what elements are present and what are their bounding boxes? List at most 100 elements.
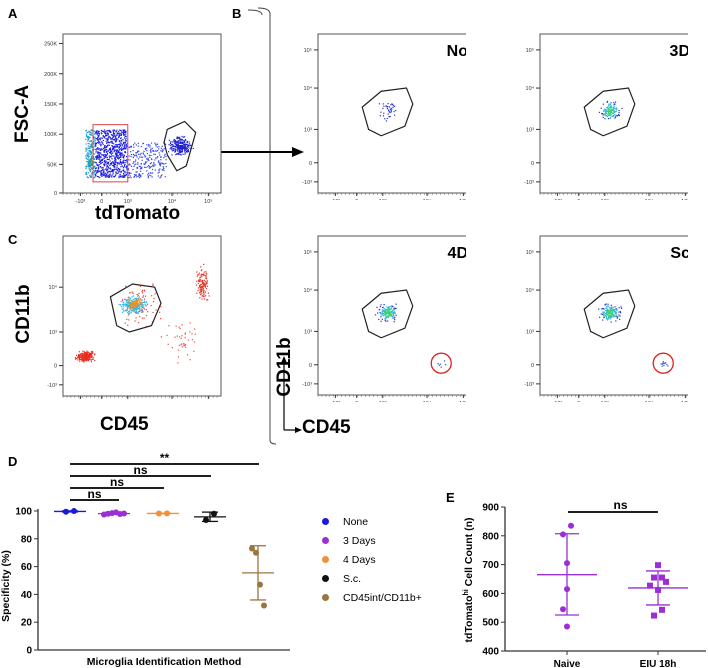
- event-dot: [186, 354, 189, 356]
- event-dot: [87, 158, 89, 161]
- event-dot: [131, 296, 133, 298]
- event-dot: [614, 107, 616, 109]
- event-dot: [132, 162, 134, 165]
- event-dot: [608, 315, 610, 317]
- event-dot: [608, 108, 610, 110]
- event-dot: [188, 143, 191, 145]
- event-dot: [614, 313, 616, 315]
- event-dot: [115, 153, 118, 155]
- event-dot: [104, 151, 106, 153]
- event-dot: [129, 312, 131, 314]
- event-dot: [105, 145, 108, 148]
- event-dot: [116, 156, 119, 159]
- event-dot: [98, 130, 100, 133]
- event-dot: [188, 145, 190, 147]
- event-dot: [184, 153, 186, 155]
- event-dot: [616, 115, 618, 117]
- y-tick-label: -10³: [302, 180, 312, 186]
- x-tick-label: 10⁴: [423, 400, 432, 402]
- event-dot: [106, 132, 108, 135]
- event-dot: [159, 177, 161, 179]
- event-dot: [162, 165, 164, 168]
- event-dot: [612, 108, 614, 111]
- event-dot: [115, 153, 117, 155]
- event-dot: [385, 309, 387, 311]
- event-dot: [88, 155, 90, 158]
- event-dot: [613, 105, 615, 107]
- event-dot: [610, 111, 612, 113]
- event-dot: [383, 307, 385, 310]
- event-dot: [387, 312, 389, 315]
- event-dot: [134, 298, 136, 300]
- event-dot: [91, 163, 93, 165]
- event-dot: [95, 145, 97, 147]
- event-dot: [151, 176, 153, 178]
- event-dot: [91, 162, 93, 164]
- event-dot: [89, 166, 91, 168]
- event-dot: [93, 171, 95, 174]
- event-dot: [663, 362, 665, 365]
- event-dot: [381, 310, 383, 312]
- event-dot: [110, 164, 112, 166]
- event-dot: [205, 295, 207, 297]
- event-dot: [122, 149, 124, 151]
- event-dot: [161, 145, 163, 147]
- event-dot: [125, 137, 127, 139]
- event-dot: [201, 289, 203, 291]
- event-dot: [95, 137, 97, 140]
- event-dot: [133, 307, 135, 310]
- event-dot: [160, 156, 162, 158]
- event-dot: [142, 305, 144, 307]
- event-dot: [86, 358, 88, 361]
- event-dot: [112, 147, 114, 150]
- event-dot: [112, 161, 114, 163]
- event-dot: [203, 273, 205, 275]
- event-dot: [200, 266, 202, 268]
- event-dot: [385, 105, 387, 108]
- event-dot: [87, 352, 89, 354]
- event-dot: [104, 150, 106, 152]
- event-dot: [126, 167, 128, 169]
- event-dot: [137, 175, 139, 178]
- event-dot: [137, 150, 139, 152]
- event-dot: [175, 143, 178, 146]
- event-dot: [98, 152, 100, 154]
- event-dot: [664, 362, 666, 364]
- event-dot: [123, 130, 125, 132]
- event-dot: [128, 173, 131, 175]
- event-dot: [153, 153, 155, 155]
- event-dot: [184, 146, 187, 148]
- event-dot: [100, 132, 102, 134]
- data-point: [71, 508, 77, 514]
- event-dot: [118, 177, 120, 179]
- event-dot: [86, 355, 88, 358]
- event-dot: [106, 138, 108, 140]
- event-dot: [82, 357, 84, 359]
- event-dot: [176, 137, 179, 140]
- event-dot: [133, 144, 135, 146]
- event-dot: [90, 153, 92, 155]
- event-dot: [100, 162, 102, 164]
- event-dot: [83, 353, 85, 356]
- event-dot: [125, 304, 127, 307]
- event-dot: [135, 152, 137, 154]
- event-dot: [124, 134, 126, 136]
- event-dot: [200, 273, 202, 275]
- event-dot: [384, 118, 386, 120]
- panel-label-b: B: [232, 6, 242, 21]
- gate-polygon: [109, 283, 162, 333]
- event-dot: [115, 171, 117, 173]
- event-dot: [182, 142, 184, 144]
- event-dot: [94, 172, 96, 174]
- event-dot: [88, 138, 90, 140]
- x-tick-label: 10⁵: [459, 400, 466, 402]
- event-dot: [138, 153, 140, 155]
- event-dot: [610, 106, 612, 108]
- event-dot: [128, 155, 130, 157]
- event-dot: [89, 160, 91, 162]
- event-dot: [130, 153, 133, 156]
- event-dot: [103, 155, 105, 158]
- event-dot: [104, 131, 106, 133]
